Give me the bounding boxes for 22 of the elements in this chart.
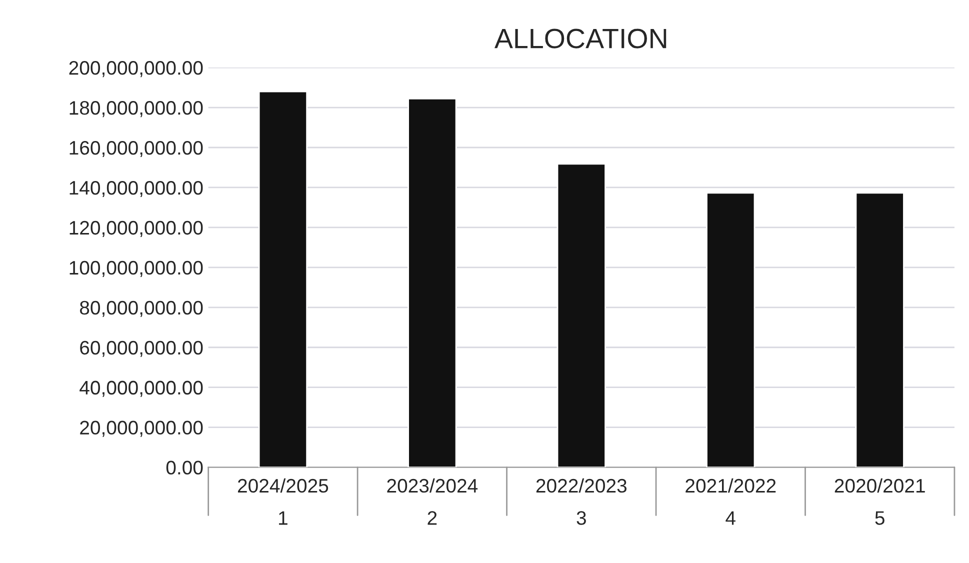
x-tick-label: 2020/2021 5 [834, 478, 925, 525]
y-tick-label: 60,000,000.00 [80, 340, 203, 357]
y-tick-label: 80,000,000.00 [80, 300, 203, 317]
y-tick-label: 120,000,000.00 [70, 220, 203, 237]
bar [408, 98, 457, 468]
bar [706, 192, 756, 468]
y-tick-label: 160,000,000.00 [70, 140, 203, 158]
y-tick-label: 140,000,000.00 [70, 180, 203, 198]
y-tick-label: 0.00 [166, 460, 203, 475]
bar [258, 90, 308, 468]
x-tick-label: 2024/2025 1 [238, 478, 328, 525]
y-tick-label: 20,000,000.00 [80, 420, 203, 437]
y-tick-label: 100,000,000.00 [70, 260, 203, 277]
bar [855, 192, 904, 468]
y-tick-label: 40,000,000.00 [80, 380, 203, 397]
x-tick-label: 2021/2022 4 [686, 478, 776, 525]
bar [556, 163, 606, 468]
y-tick-label: 180,000,000.00 [70, 101, 203, 118]
x-tick-label: 2023/2024 2 [387, 478, 478, 525]
y-tick-label: 200,000,000.00 [69, 61, 203, 78]
x-tick-label: 2022/2023 3 [536, 478, 627, 525]
chart-title: ALLOCATION [494, 28, 666, 48]
